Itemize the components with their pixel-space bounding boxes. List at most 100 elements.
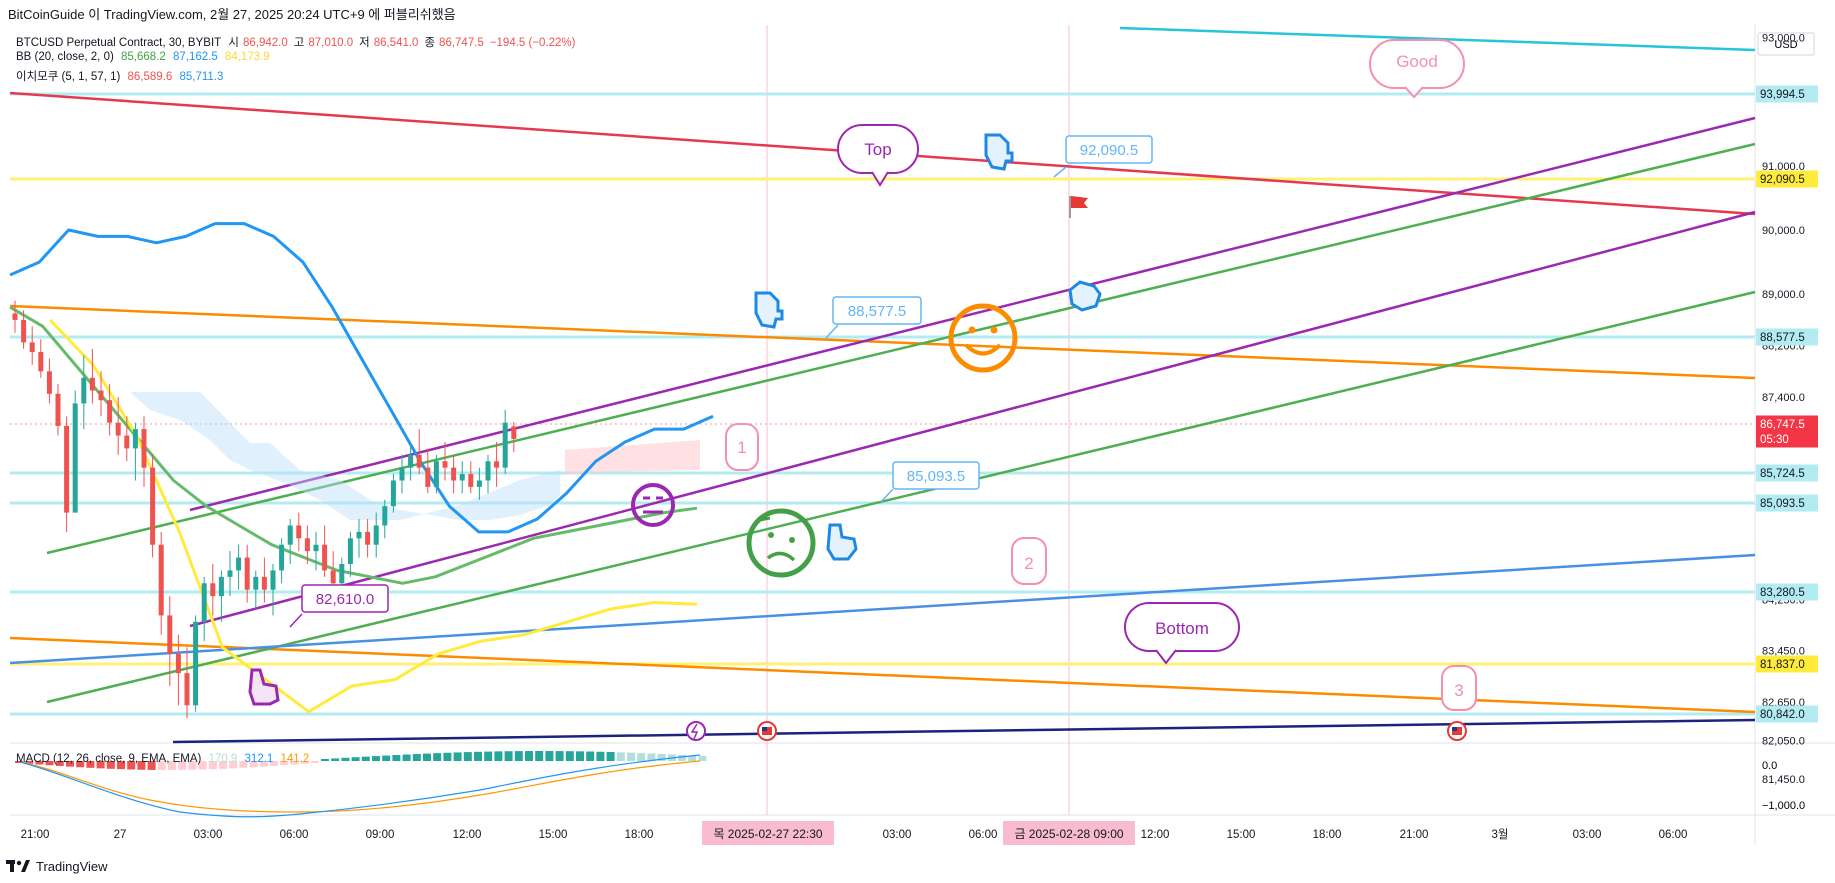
candle-body [459,474,465,481]
bottom-bubble-tail [1155,649,1177,665]
tenkan-line [48,318,698,714]
macd-bar [15,761,23,763]
price-tick: 90,000.0 [1762,225,1805,237]
candle-body [408,454,414,468]
callout-88577-label: 88,577.5 [848,303,906,320]
time-tick: 3월 [1492,828,1509,841]
macd-bar [86,761,95,768]
time-tick: 06:00 [1659,829,1688,841]
price-tick: 91,000.0 [1762,161,1805,173]
price-tag-label: 88,577.5 [1760,332,1805,344]
bb-legend: BB (20, close, 2, 0) 85,668.2 87,162.5 8… [16,51,274,63]
price-tags: 93,994.5 92,090.5 88,577.5 86,747.5 05:30 85,… [1756,85,1818,723]
close-label: 종 [424,37,436,49]
neutral-face-icon [631,483,675,527]
macd-bar [688,755,697,761]
candle-body [193,621,199,706]
candle-body [227,570,233,577]
pointing-hand-icon-blue-4 [826,523,858,561]
crosshair-date-box-1 [702,821,834,845]
candle-body [365,531,371,545]
macd-bar [596,751,605,761]
macd-bar [372,756,380,761]
callout-92090-pointer [1053,166,1067,178]
publish-header: BitCoinGuide 이 TradingView.com, 2월 27, 2… [8,7,456,22]
price-tag-label: 81,837.0 [1760,659,1805,671]
macd-bar [361,756,370,761]
brand-label: TradingView [36,858,108,874]
price-tick: 87,400.0 [1762,392,1805,404]
good-bubble-tail [1404,86,1424,99]
macd-bar [627,752,635,761]
macd-tick-minus: −1,000.0 [1762,800,1805,812]
macd-bar [96,761,105,769]
candle-body [141,429,147,468]
macd-bar [106,761,115,769]
sick-face-icon [746,508,816,578]
candle-body [46,371,52,394]
bb-mid-value: 85,668.2 [121,51,166,63]
event-icon-us-flag-2 [1447,721,1467,741]
macd-bar [178,761,187,770]
trendline-green-upper [46,142,1756,555]
price-tag-countdown: 05:30 [1760,434,1789,446]
candle-body [64,425,70,513]
macd-bar [259,761,268,767]
candle-body [451,467,457,481]
candle-body [184,673,190,706]
price-tick: 83,450.0 [1762,646,1805,658]
candle-body [356,531,362,539]
macd-bar [657,753,666,761]
macd-tick-zero: 0.0 [1762,760,1777,772]
crosshair-date-1: 목 2025-02-27 22:30 [713,827,822,841]
ichimoku-cloud-blue [130,392,560,520]
tradingview-brand[interactable]: TradingView [6,858,108,874]
candle-body [425,467,431,487]
time-axis-ticks: 21:00 27 03:00 06:00 09:00 12:00 15:00 18:00 03:… [21,828,1688,841]
macd-bar [229,761,238,769]
event-icon-lightning [686,721,706,741]
candle-body [296,525,302,539]
candle-body [201,583,207,622]
macd-bar [280,761,289,766]
candle-body [253,576,259,590]
callout-88577-pointer [825,324,839,339]
candle-body [167,615,173,654]
price-tick: 81,450.0 [1762,774,1805,786]
currency-box[interactable] [1757,32,1815,56]
macd-bar [198,761,207,770]
bb-up-value: 87,162.5 [172,51,218,63]
candle-body [279,544,285,571]
candle-body [468,474,474,487]
macd-bar [535,751,544,761]
high-label: 고 [293,37,305,49]
macd-bar [637,753,646,761]
candle-body [158,544,164,616]
macd-hist-value: 170.9 [208,753,238,765]
price-tick: 89,000.0 [1762,289,1805,301]
marker-2-box [1011,537,1047,585]
bb-middle-group [9,305,698,585]
tradingview-logo-icon [6,860,30,872]
annotations[interactable]: Top Good Bottom 1 2 3 92,090.5 88,577.5 … [248,39,1477,741]
macd-bar [117,761,125,770]
macd-bar [188,761,197,770]
macd-bar [494,751,503,761]
macd-bar [504,751,513,761]
pointing-hand-icon-blue-3 [1068,280,1102,312]
candle-body [287,525,293,545]
candle-body [124,435,130,449]
price-tick: 82,050.0 [1762,736,1805,748]
macd-bar [616,752,625,761]
macd-bar [545,751,554,761]
candle-body [150,467,156,545]
macd-bar [392,755,401,761]
candle-body [330,570,336,584]
candle-body [244,557,250,590]
macd-bar [351,757,360,761]
time-tick: 03:00 [1573,829,1602,841]
candle-body [107,400,113,423]
marker-1-box [725,423,759,471]
macd-bar [698,755,707,761]
